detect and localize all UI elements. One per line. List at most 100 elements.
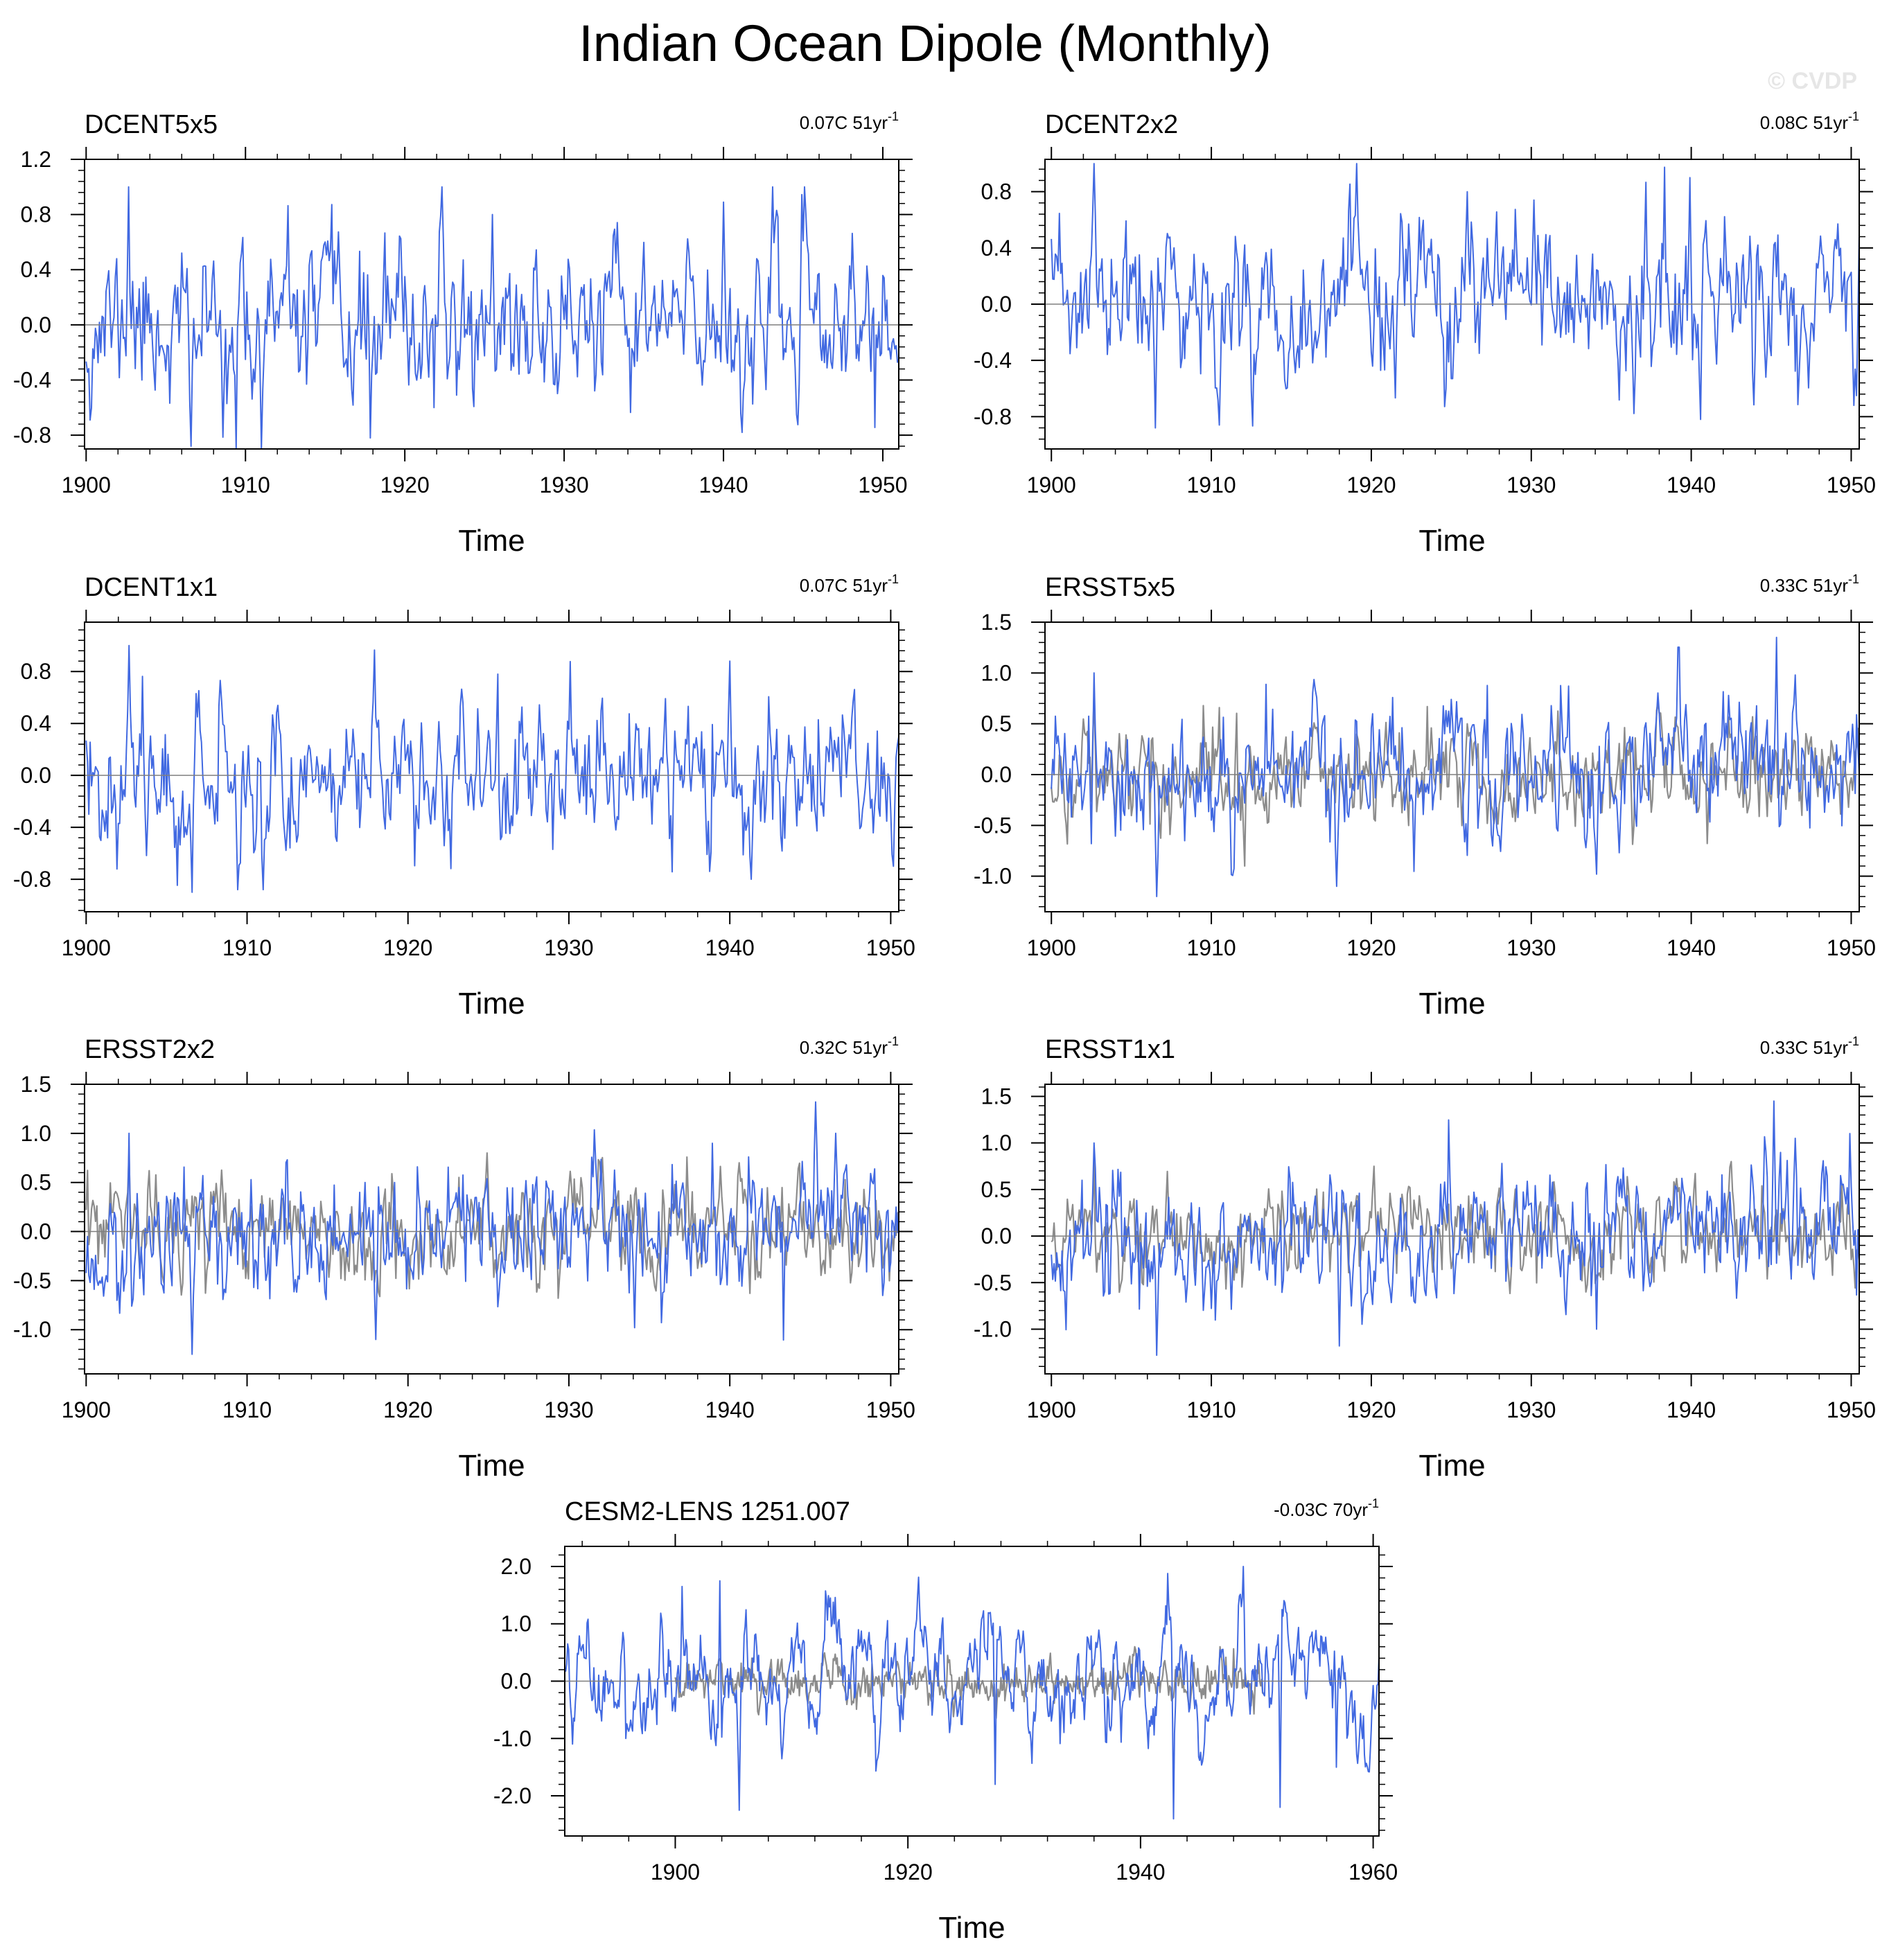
y-tick-label: 0.4: [21, 257, 51, 282]
y-tick-label: 0.0: [21, 1219, 51, 1244]
y-tick-label: -0.5: [13, 1268, 51, 1293]
chart-panel-4: 1900 1910 1920 1930 1940 1950 -1.0 -0.5 0.0 0.5 1.…: [974, 572, 1876, 1021]
y-tick-label: 0.8: [981, 179, 1012, 204]
y-tick-label: -1.0: [974, 864, 1012, 889]
x-tick-label: 1910: [221, 473, 270, 497]
x-tick-label: 1940: [705, 1397, 755, 1422]
x-tick-label: 1900: [62, 473, 111, 497]
x-tick-label: 1930: [1506, 473, 1556, 497]
y-tick-label: 1.0: [21, 1121, 51, 1146]
series-line-1: [85, 644, 899, 893]
x-tick-label: 1910: [222, 1397, 272, 1422]
plot-frame: [1044, 1084, 1860, 1375]
x-tick-label: 1900: [1027, 935, 1076, 960]
x-tick-label: 1900: [62, 935, 111, 960]
x-tick-label: 1940: [699, 473, 748, 497]
panel-title: CESM2-LENS 1251.007: [565, 1497, 850, 1526]
y-tick-label: 1.0: [501, 1612, 531, 1636]
trend-value: 0.07C 51yr: [800, 112, 888, 133]
y-tick-label: 1.0: [981, 1131, 1012, 1156]
trend-exponent: -1: [888, 109, 899, 123]
plot-frame: [84, 621, 899, 912]
x-tick-label: 1910: [1186, 473, 1236, 497]
series-line-2: [85, 1101, 899, 1355]
x-tick-label: 1920: [380, 473, 430, 497]
x-tick-label: 1900: [62, 1397, 111, 1422]
x-tick-label: 1950: [1827, 1397, 1876, 1422]
trend-exponent: -1: [1848, 109, 1859, 123]
y-tick-label: 0.5: [981, 712, 1012, 736]
trend-exponent: -1: [888, 572, 899, 586]
chart-panel-1: 1900 1910 1920 1930 1940 1950 -0.8 -0.4 0.0 0.4 0.…: [13, 109, 913, 558]
x-tick-label: 1960: [1348, 1860, 1398, 1884]
x-tick-label: 1950: [858, 473, 907, 497]
panel-title: DCENT1x1: [85, 573, 218, 602]
y-tick-label: 0.0: [21, 312, 51, 337]
x-tick-label: 1930: [1506, 935, 1556, 960]
panels: 1900 1910 1920 1930 1940 1950 -0.8 -0.4 0.0 0.4 0.…: [13, 109, 1876, 1945]
x-tick-label: 1920: [383, 935, 432, 960]
trend-value: 0.33C 51yr: [1760, 575, 1849, 596]
trend-label: -0.03C 70yr-1: [1274, 1497, 1379, 1520]
x-tick-label: 1900: [1027, 473, 1076, 497]
figure-title: Indian Ocean Dipole (Monthly): [579, 15, 1272, 72]
y-tick-label: -1.0: [13, 1317, 51, 1342]
plot-frame: [84, 1084, 899, 1375]
y-tick-label: -0.5: [974, 813, 1012, 838]
x-tick-label: 1910: [222, 935, 272, 960]
x-axis-label: Time: [458, 1449, 525, 1483]
y-tick-label: -0.5: [974, 1270, 1012, 1295]
y-tick-label: -0.4: [974, 348, 1012, 373]
trend-value: 0.08C 51yr: [1760, 112, 1849, 133]
trend-value: 0.33C 51yr: [1760, 1037, 1849, 1058]
series-line-1: [1051, 692, 1859, 867]
y-tick-label: 0.0: [21, 763, 51, 788]
x-tick-label: 1940: [1116, 1860, 1165, 1884]
x-axis-label: Time: [938, 1911, 1005, 1945]
x-tick-label: 1950: [866, 935, 915, 960]
x-tick-label: 1900: [1027, 1397, 1076, 1422]
y-tick-label: -2.0: [493, 1783, 531, 1808]
trend-exponent: -1: [1848, 572, 1859, 586]
chart-panel-2: 1900 1910 1920 1930 1940 1950 -0.8 -0.4 0.0 0.4 0.…: [974, 109, 1876, 558]
x-tick-label: 1900: [651, 1860, 700, 1884]
x-tick-label: 1940: [705, 935, 755, 960]
x-tick-label: 1910: [1186, 935, 1236, 960]
trend-label: 0.33C 51yr-1: [1760, 1034, 1859, 1058]
x-tick-label: 1930: [544, 935, 593, 960]
trend-label: 0.08C 51yr-1: [1760, 109, 1859, 133]
y-tick-label: 0.5: [981, 1177, 1012, 1202]
series-line-1: [1051, 1160, 1859, 1294]
trend-exponent: -1: [1848, 1034, 1859, 1048]
plot-frame: [84, 159, 899, 450]
panel-title: DCENT2x2: [1045, 110, 1178, 139]
x-axis-label: Time: [1418, 987, 1485, 1021]
x-tick-label: 1940: [1667, 473, 1716, 497]
x-tick-label: 1920: [884, 1860, 933, 1884]
y-tick-label: 1.5: [981, 610, 1012, 635]
y-tick-label: 1.2: [21, 147, 51, 172]
y-tick-label: -0.8: [974, 404, 1012, 429]
y-tick-label: 0.0: [981, 1224, 1012, 1248]
panel-title: DCENT5x5: [85, 110, 218, 139]
y-tick-label: 0.8: [21, 659, 51, 684]
trend-exponent: -1: [1368, 1497, 1379, 1510]
series-line-2: [1051, 637, 1859, 897]
trend-value: 0.32C 51yr: [800, 1037, 888, 1058]
y-tick-label: 0.0: [981, 292, 1012, 317]
x-tick-label: 1920: [1346, 1397, 1396, 1422]
y-tick-label: -0.8: [13, 867, 51, 892]
x-tick-label: 1950: [1827, 935, 1876, 960]
panel-title: ERSST1x1: [1045, 1035, 1175, 1064]
x-tick-label: 1950: [1827, 473, 1876, 497]
trend-exponent: -1: [888, 1034, 899, 1048]
x-tick-label: 1940: [1667, 1397, 1716, 1422]
series-line-1: [1051, 163, 1859, 429]
chart-panel-3: 1900 1910 1920 1930 1940 1950 -0.8 -0.4 0.0 0.4 0.…: [13, 572, 915, 1021]
series-line-2: [565, 1566, 1379, 1820]
y-tick-label: 1.5: [21, 1072, 51, 1097]
x-tick-label: 1930: [1506, 1397, 1556, 1422]
trend-value: 0.07C 51yr: [800, 575, 888, 596]
x-axis-label: Time: [1418, 1449, 1485, 1483]
